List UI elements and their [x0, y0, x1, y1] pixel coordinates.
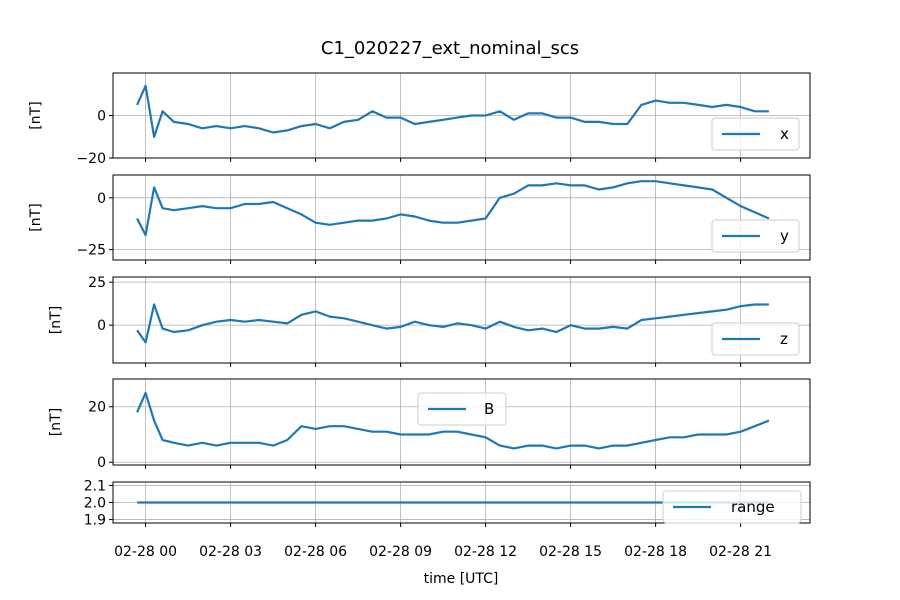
legend-y: y [711, 219, 800, 253]
panel-B: 0 20 [nT] B [48, 378, 811, 471]
panel-frame [112, 276, 811, 364]
panel-x: −20 0 [nT] x [28, 72, 811, 167]
legend-z: z [711, 322, 800, 356]
x-axis-label: time [UTC] [424, 571, 499, 587]
series-line-y [136, 180, 770, 237]
x-tick-label: 02-28 03 [199, 544, 262, 560]
panels-group: −20 0 [nT] x −25 0 [nT] y 0 25 [nT] z 0 20 [nT] B 1.92.0… [28, 72, 811, 560]
series-line-B [136, 391, 770, 450]
y-axis-label: [nT] [28, 203, 44, 231]
x-tick-label: 02-28 18 [624, 544, 687, 560]
panel-frame [112, 174, 811, 261]
panel-frame [112, 72, 811, 159]
legend-label: y [780, 227, 789, 245]
y-tick-label: 20 [88, 400, 106, 416]
legend-label: x [780, 125, 789, 143]
x-tick-label: 02-28 15 [539, 544, 602, 560]
y-axis-label: [nT] [48, 306, 64, 334]
y-tick-label: −20 [76, 151, 106, 167]
x-tick-label: 02-28 00 [114, 544, 177, 560]
x-tick-label: 02-28 21 [709, 544, 772, 560]
legend-range: range [662, 490, 802, 524]
panel-range: 1.92.0 2.1 range [84, 478, 811, 529]
panel-frame [112, 378, 811, 466]
legend-label: range [731, 498, 775, 516]
series-line-x [136, 84, 769, 138]
panel-frame [112, 481, 811, 524]
legend-label: z [780, 330, 788, 348]
panel-z: 0 25 [nT] z [48, 275, 811, 367]
y-tick-label: −25 [76, 243, 106, 259]
x-tick-label: 02-28 12 [454, 544, 517, 560]
series-line-z [136, 303, 769, 344]
y-tick-label: 2.0 [84, 496, 106, 512]
legend-label: B [484, 400, 494, 418]
y-tick-label: 0 [97, 191, 106, 207]
y-axis-label: [nT] [28, 101, 44, 129]
x-tick-label: 02-28 09 [369, 544, 432, 560]
legend-x: x [711, 117, 800, 151]
y-tick-label: 0 [97, 318, 106, 334]
panel-y: −25 0 [nT] y [28, 174, 811, 264]
y-axis-label: [nT] [48, 408, 64, 436]
y-tick-label: 25 [88, 275, 106, 291]
y-tick-label: 1.9 [84, 513, 106, 529]
x-tick-label: 02-28 06 [284, 544, 347, 560]
legend-B: B [417, 392, 507, 426]
y-tick-label: 0 [97, 455, 106, 471]
y-tick-label: 0 [97, 109, 106, 125]
chart-title: C1_020227_ext_nominal_scs [321, 38, 579, 59]
y-tick-label: 2.1 [84, 478, 106, 494]
legend-box [662, 490, 802, 524]
